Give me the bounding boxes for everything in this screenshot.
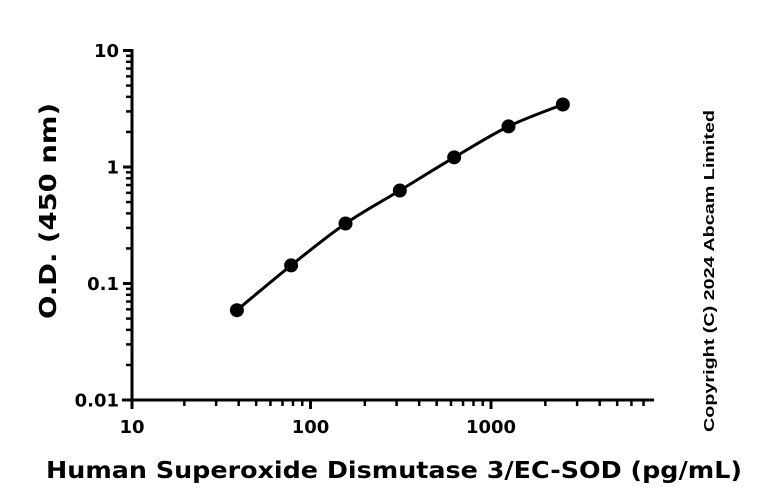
y-tick-label: 0.1 xyxy=(87,274,119,295)
data-point xyxy=(501,119,516,134)
data-point xyxy=(338,216,353,231)
data-markers xyxy=(229,97,570,318)
x-tick-label: 1000 xyxy=(466,417,516,438)
y-tick-label: 10 xyxy=(94,41,119,62)
data-point xyxy=(229,303,244,318)
x-tick-label: 10 xyxy=(119,417,144,438)
data-point xyxy=(392,183,407,198)
fitted-curve xyxy=(235,103,565,312)
y-tick-label: 0.01 xyxy=(75,391,119,412)
copyright-notice: Copyright (C) 2024 Abcam Limited xyxy=(701,110,718,432)
x-tick-label: 100 xyxy=(292,417,330,438)
x-axis: 10 100 1000 xyxy=(119,398,655,438)
plot-area xyxy=(229,97,570,318)
data-point xyxy=(447,150,462,165)
y-axis-title: O.D. (450 nm) xyxy=(36,103,62,319)
data-point xyxy=(555,97,570,112)
x-axis-title: Human Superoxide Dismutase 3/EC-SOD (pg/… xyxy=(46,458,742,484)
data-point xyxy=(284,258,299,273)
y-tick-label: 1 xyxy=(106,158,119,179)
y-axis: 0.01 0.1 1 10 xyxy=(75,41,134,412)
